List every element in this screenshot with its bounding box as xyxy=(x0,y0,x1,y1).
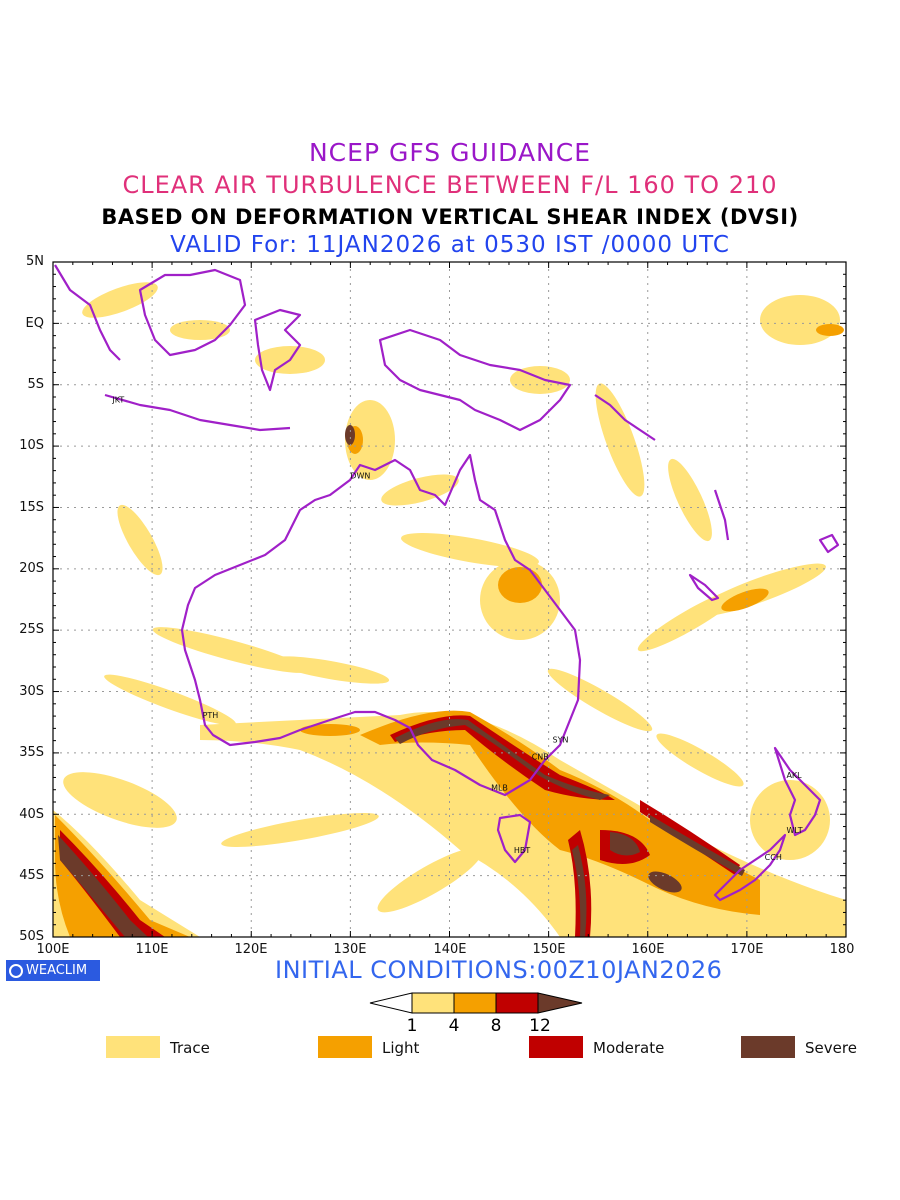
lon-label-170e: 170E xyxy=(730,942,764,957)
legend-swatch-severe xyxy=(741,1036,795,1058)
city-label-jkt: JKT xyxy=(111,395,124,404)
city-label-wlt: WLT xyxy=(786,826,802,835)
legend-label-moderate: Moderate xyxy=(593,1039,665,1057)
city-label-akl: AKL xyxy=(786,771,802,780)
lat-label-20s: 20S xyxy=(19,561,44,576)
lon-label-160e: 160E xyxy=(631,942,665,957)
lat-label-25s: 25S xyxy=(19,622,44,637)
scale-swatch-below xyxy=(369,992,413,1014)
city-label-cch: CCH xyxy=(765,853,782,862)
lon-label-100e: 100E xyxy=(36,942,70,957)
lat-label-50s: 50S xyxy=(19,929,44,944)
legend-swatch-light xyxy=(318,1036,372,1058)
legend-label-light: Light xyxy=(382,1039,420,1057)
lon-label-180: 180 xyxy=(829,942,855,957)
tasmania-coastline xyxy=(496,813,532,864)
legend-label-severe: Severe xyxy=(805,1039,857,1057)
sumatra-coastline xyxy=(54,264,121,361)
scale-threshold-8: 8 xyxy=(490,1016,502,1036)
lat-label-30s: 30S xyxy=(19,684,44,699)
color-scale-bar xyxy=(369,992,583,1014)
city-label-syn: SYN xyxy=(553,735,569,744)
chart-title-parameter: CLEAR AIR TURBULENCE BETWEEN F/L 160 TO … xyxy=(122,171,778,199)
north-island-coastline xyxy=(773,746,822,837)
lat-label-5n: 5N xyxy=(26,254,44,269)
borneo-coastline xyxy=(138,268,247,357)
legend-swatch-trace xyxy=(106,1036,160,1058)
city-label-cnb: CNB xyxy=(532,753,549,762)
legend-swatch-moderate xyxy=(529,1036,583,1058)
new-guinea-coastline xyxy=(378,328,572,432)
lat-label-40s: 40S xyxy=(19,807,44,822)
lat-label-45s: 45S xyxy=(19,868,44,883)
lat-label-eq: EQ xyxy=(25,316,44,331)
weaclim-logo-icon xyxy=(9,963,23,978)
scale-threshold-4: 4 xyxy=(448,1016,460,1036)
lat-lon-grid xyxy=(53,262,846,937)
lat-label-35s: 35S xyxy=(19,745,44,760)
scale-swatch-moderate xyxy=(495,992,539,1014)
weaclim-logo-text: WEACLIM xyxy=(26,963,88,978)
city-label-dwn: DWN xyxy=(350,472,370,481)
chart-title-source: NCEP GFS GUIDANCE xyxy=(308,138,591,167)
lon-label-150e: 150E xyxy=(532,942,566,957)
city-label-mlb: MLB xyxy=(491,783,508,792)
lat-label-10s: 10S xyxy=(19,438,44,453)
lon-label-110e: 110E xyxy=(135,942,169,957)
chart-title-method: BASED ON DEFORMATION VERTICAL SHEAR INDE… xyxy=(101,205,799,229)
city-markers: JKT DWN PTH SYN CNB MLB HBT AKL WLT CCH xyxy=(111,395,802,862)
new-caledonia-coastline xyxy=(688,573,720,602)
axis-ticks xyxy=(52,261,847,938)
coastlines xyxy=(54,264,840,902)
solomon-islands-coastline xyxy=(594,394,656,441)
city-label-pth: PTH xyxy=(203,711,219,720)
weaclim-logo: WEACLIM xyxy=(6,960,100,981)
legend-label-trace: Trace xyxy=(170,1039,210,1057)
lon-label-120e: 120E xyxy=(234,942,268,957)
lon-label-130e: 130E xyxy=(333,942,367,957)
city-label-hbt: HBT xyxy=(514,846,531,855)
initial-conditions-label: INITIAL CONDITIONS:00Z10JAN2026 xyxy=(275,956,723,984)
java-coastline xyxy=(104,393,291,432)
scale-swatch-light xyxy=(453,992,497,1014)
scale-swatch-severe xyxy=(537,992,583,1014)
vanuatu-coastline xyxy=(713,489,730,541)
scale-swatch-trace xyxy=(411,992,455,1014)
lat-label-15s: 15S xyxy=(19,500,44,515)
south-island-coastline xyxy=(713,833,787,902)
lon-label-140e: 140E xyxy=(433,942,467,957)
scale-threshold-12: 12 xyxy=(529,1016,551,1036)
lat-label-5s: 5S xyxy=(27,377,44,392)
sulawesi-coastline xyxy=(253,308,302,392)
fiji-coastline xyxy=(818,533,840,554)
scale-threshold-1: 1 xyxy=(406,1016,418,1036)
severe-areas xyxy=(58,425,745,937)
chart-title-valid-time: VALID For: 11JAN2026 at 0530 IST /0000 U… xyxy=(170,232,730,258)
australia-coastline xyxy=(180,453,582,797)
turbulence-fields xyxy=(53,282,846,937)
